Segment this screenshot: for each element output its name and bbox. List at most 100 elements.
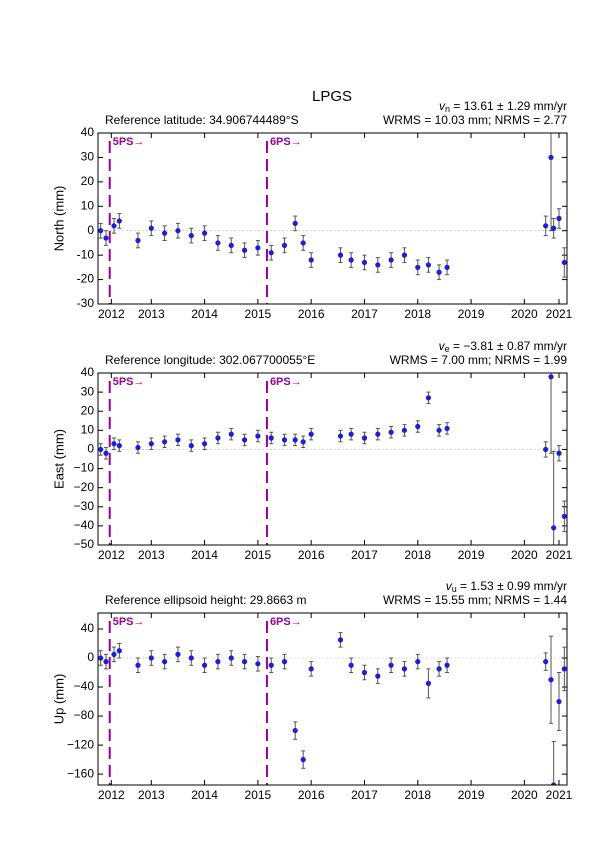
- y-tick-label: −160: [67, 766, 94, 780]
- x-tick-label: 2014: [191, 548, 218, 562]
- data-point: [348, 662, 354, 668]
- y-tick-label: 40: [81, 365, 95, 379]
- data-point: [415, 659, 421, 665]
- x-tick-label: 2017: [351, 307, 378, 321]
- data-point: [388, 257, 394, 263]
- velocity: vu = 1.53 ± 0.99 mm/yr: [446, 579, 567, 594]
- plot-data: [98, 133, 567, 281]
- x-tick-label: 2018: [404, 548, 431, 562]
- data-point: [543, 446, 549, 453]
- velocity-symbol: v: [446, 579, 453, 593]
- data-point: [300, 439, 306, 445]
- y-tick-label: 0: [87, 650, 94, 664]
- y-tick-label: −50: [74, 537, 95, 551]
- data-point: [201, 662, 208, 668]
- data-point: [375, 673, 381, 679]
- figure-title: LPGS: [312, 88, 352, 105]
- stats: WRMS = 10.03 mm; NRMS = 2.77: [383, 113, 567, 127]
- data-point: [361, 259, 368, 266]
- x-tick-label: 2015: [245, 788, 272, 802]
- event-label: 5PS→: [113, 376, 145, 388]
- x-tick-label: 2012: [98, 548, 125, 562]
- data-point: [361, 669, 368, 676]
- data-point: [116, 443, 122, 449]
- y-tick-label: 10: [81, 198, 95, 212]
- data-point: [201, 230, 208, 236]
- x-tick-label: 2016: [298, 788, 325, 802]
- x-tick-label: 2012: [98, 307, 125, 321]
- x-tick-label: 2014: [191, 788, 218, 802]
- data-point: [135, 444, 141, 451]
- data-point: [401, 252, 408, 258]
- data-point: [388, 662, 394, 668]
- y-axis-label: North (mm): [51, 186, 66, 252]
- y-tick-label: −80: [74, 708, 95, 722]
- x-tick-label: 2017: [351, 548, 378, 562]
- event-label: 5PS→: [113, 136, 145, 148]
- data-point: [241, 247, 248, 253]
- x-tick-label: 2018: [404, 788, 431, 802]
- data-point: [281, 242, 288, 248]
- data-point: [111, 223, 117, 229]
- x-tick-label: 2013: [138, 788, 165, 802]
- data-point: [551, 782, 557, 785]
- data-point: [548, 154, 554, 161]
- data-point: [375, 431, 381, 437]
- y-tick-label: 20: [81, 174, 95, 188]
- x-tick-label: 2019: [458, 307, 485, 321]
- data-point: [215, 435, 221, 441]
- data-point: [548, 374, 554, 380]
- y-tick-label: −40: [74, 518, 95, 532]
- data-point: [548, 677, 554, 683]
- data-point: [162, 659, 168, 665]
- data-point: [425, 262, 432, 268]
- plot-data: [98, 373, 567, 545]
- reference: Reference ellipsoid height: 29.8663 m: [105, 593, 306, 607]
- data-point: [228, 242, 234, 248]
- x-tick-label: 2020: [511, 788, 538, 802]
- data-point: [241, 659, 248, 665]
- x-tick-label: 2021: [546, 788, 573, 802]
- data-point: [268, 250, 274, 256]
- data-point: [436, 269, 442, 275]
- velocity-subscript: n: [445, 104, 450, 114]
- y-tick-label: −30: [74, 499, 95, 513]
- stats: WRMS = 7.00 mm; NRMS = 1.99: [390, 353, 568, 367]
- stats: WRMS = 15.55 mm; NRMS = 1.44: [383, 593, 567, 607]
- velocity: ve = −3.81 ± 0.87 mm/yr: [439, 339, 567, 354]
- data-point: [444, 662, 450, 668]
- data-point: [188, 655, 194, 661]
- data-point: [241, 437, 248, 443]
- data-point: [188, 233, 194, 239]
- y-tick-label: 40: [81, 125, 95, 139]
- data-point: [228, 431, 234, 437]
- y-axis-label: East (mm): [51, 429, 66, 489]
- data-point: [561, 666, 567, 672]
- data-point: [255, 661, 261, 667]
- data-point: [281, 659, 288, 665]
- data-point: [116, 648, 122, 654]
- data-point: [425, 680, 432, 686]
- data-point: [415, 264, 421, 270]
- data-point: [255, 245, 261, 251]
- data-point: [436, 427, 442, 433]
- y-tick-label: -30: [77, 296, 95, 310]
- velocity-symbol: v: [439, 99, 446, 113]
- data-point: [175, 228, 181, 234]
- data-point: [361, 435, 368, 441]
- data-point: [551, 525, 557, 531]
- event-label: 6PS→: [270, 376, 302, 388]
- plot-data: [98, 632, 567, 785]
- data-point: [551, 225, 557, 231]
- data-point: [300, 240, 306, 246]
- data-point: [215, 659, 221, 665]
- data-point: [215, 240, 221, 246]
- x-tick-label: 2013: [138, 548, 165, 562]
- y-tick-label: 10: [81, 423, 95, 437]
- x-tick-label: 2021: [546, 307, 573, 321]
- data-point: [162, 230, 168, 236]
- data-point: [281, 437, 288, 443]
- data-point: [308, 431, 314, 437]
- data-point: [228, 655, 234, 661]
